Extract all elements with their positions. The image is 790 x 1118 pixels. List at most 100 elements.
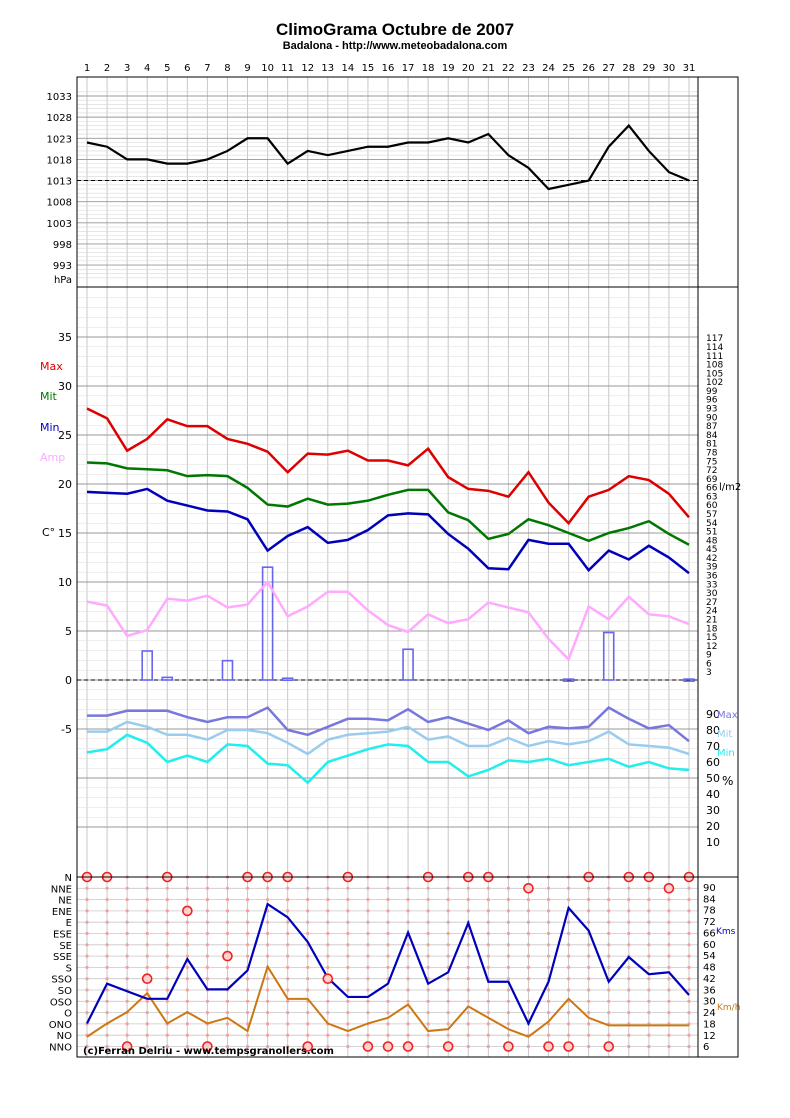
wind-speed-tick-label: 12 (703, 1031, 716, 1042)
wind-frequency-dot (145, 920, 149, 924)
wind-frequency-dot (466, 965, 470, 970)
wind-frequency-dot (225, 920, 230, 924)
wind-frequency-dot (85, 999, 89, 1003)
wind-frequency-dot (386, 898, 390, 902)
wind-frequency-dot (266, 1044, 270, 1049)
wind-frequency-dot (366, 898, 370, 902)
wind-frequency-dot (426, 943, 430, 947)
day-tick-label: 20 (462, 63, 475, 74)
wind-frequency-dot (587, 886, 591, 890)
wind-direction-label: N (65, 873, 72, 884)
wind-frequency-dot (466, 999, 470, 1003)
wind-frequency-dot (346, 1044, 350, 1049)
wind-frequency-dot (546, 943, 551, 947)
wind-frequency-dot (366, 965, 370, 970)
wind-frequency-dot (667, 898, 671, 902)
wind-frequency-dot (687, 1033, 691, 1037)
wind-frequency-dot (567, 931, 571, 936)
wind-frequency-dot (446, 1022, 450, 1026)
wind-frequency-dot (366, 920, 370, 924)
humidity-tick-label: 20 (706, 820, 720, 833)
wind-frequency-dot (406, 886, 410, 890)
wind-dominant-direction-marker (141, 973, 153, 985)
day-tick-label: 15 (362, 63, 375, 74)
wind-direction-label: ONO (49, 1020, 72, 1031)
wind-frequency-dot (85, 909, 89, 913)
wind-frequency-dot (326, 920, 330, 924)
wind-frequency-dot (446, 931, 450, 936)
rain-tick-label: 93 (706, 405, 717, 415)
wind-frequency-dot (406, 954, 410, 958)
pressure-tick-label: 1008 (47, 198, 72, 209)
wind-frequency-dot (587, 909, 591, 913)
wind-frequency-dot (326, 965, 330, 970)
wind-frequency-dot (466, 954, 470, 958)
rain-tick-label: 90 (706, 413, 718, 423)
rain-tick-label: 18 (706, 624, 718, 634)
wind-frequency-dot (627, 999, 631, 1003)
wind-frequency-dot (346, 1033, 350, 1037)
wind-frequency-dot (386, 920, 390, 924)
wind-frequency-dot (526, 954, 531, 958)
wind-speed-tick-label: 18 (703, 1019, 716, 1030)
wind-frequency-dot (607, 886, 611, 890)
temp-tick-label: 15 (58, 527, 72, 540)
wind-frequency-dot (306, 909, 310, 913)
wind-frequency-dot (647, 898, 651, 902)
humidity-tick-label: 80 (706, 724, 720, 737)
wind-frequency-dot (326, 999, 330, 1003)
wind-frequency-dot (406, 988, 410, 992)
credit-label: (c)Ferran Delriu - www.tempsgranollers.c… (83, 1046, 334, 1057)
wind-dominant-direction-marker (121, 1041, 133, 1052)
wind-frequency-dot (386, 1011, 390, 1015)
wind-frequency-dot (105, 909, 109, 913)
wind-frequency-dot (245, 898, 250, 902)
wind-frequency-dot (426, 1022, 430, 1026)
wind-speed-tick-label: 54 (703, 951, 716, 962)
wind-frequency-dot (286, 886, 290, 890)
wind-frequency-dot (85, 886, 89, 890)
wind-frequency-dot (647, 977, 651, 981)
pressure-series-line (86, 123, 690, 191)
wind-frequency-dot (366, 909, 370, 913)
wind-frequency-dot (546, 988, 551, 992)
wind-frequency-dot (165, 943, 169, 947)
wind-frequency-dot (667, 920, 671, 924)
rain-tick-label: 48 (706, 536, 718, 546)
rain-bar (602, 631, 615, 681)
wind-frequency-dot (667, 988, 671, 992)
wind-frequency-dot (225, 909, 230, 913)
wind-frequency-dot (647, 909, 651, 913)
rain-tick-label: 63 (706, 492, 717, 502)
wind-frequency-dot (667, 943, 671, 947)
rain-tick-label: 39 (706, 563, 718, 573)
wind-frequency-dot (627, 920, 631, 924)
wind-frequency-dot (306, 898, 310, 902)
wind-frequency-dot (346, 988, 350, 992)
wind-frequency-dot (326, 1011, 330, 1015)
wind-frequency-dot (486, 1044, 490, 1049)
temp-tick-label: 35 (58, 331, 72, 344)
wind-frequency-dot (326, 943, 330, 947)
wind-frequency-dot (286, 1044, 290, 1049)
wind-frequency-dot (506, 1022, 510, 1026)
wind-frequency-dot (506, 898, 510, 902)
rain-tick-label: 36 (706, 572, 718, 582)
temp-legend-min: Min (40, 421, 60, 434)
wind-frequency-dot (526, 1011, 531, 1015)
wind-frequency-dot (647, 1011, 651, 1015)
wind-frequency-dot (165, 1044, 169, 1049)
wind-frequency-dot (486, 898, 490, 902)
temp-tick-label: 0 (65, 674, 72, 687)
rain-tick-label: 30 (706, 589, 718, 599)
wind-frequency-dot (145, 1011, 149, 1015)
wind-direction-label: NNE (51, 884, 72, 895)
wind-frequency-dot (687, 965, 691, 970)
rain-tick-label: 42 (706, 554, 717, 564)
wind-frequency-dot (667, 931, 671, 936)
wind-frequency-dot (245, 988, 250, 992)
wind-frequency-dot (306, 954, 310, 958)
wind-dominant-direction-marker (442, 1041, 454, 1052)
wind-frequency-dot (607, 943, 611, 947)
